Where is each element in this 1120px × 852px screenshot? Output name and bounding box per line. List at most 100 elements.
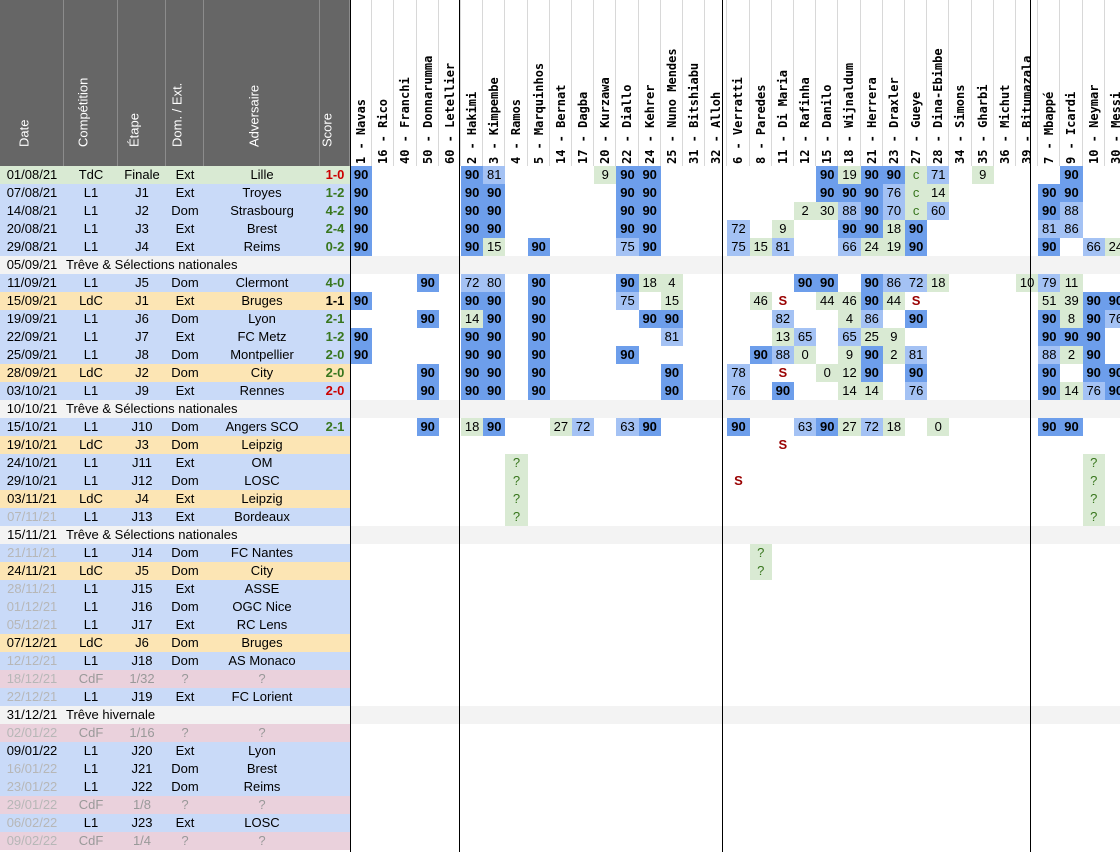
match-date[interactable]: 05/12/21	[0, 616, 64, 634]
player-header[interactable]: 50 - Donnarumma	[416, 0, 439, 166]
match-date[interactable]: 07/12/21	[0, 634, 64, 652]
match-opp[interactable]: ?	[204, 832, 320, 850]
player-header[interactable]: 36 - Michut	[993, 0, 1016, 166]
match-opp[interactable]: Montpellier	[204, 346, 320, 364]
player-header[interactable]: 17 - Dagba	[572, 0, 595, 166]
player-header[interactable]: 39 - Bitumazala	[1016, 0, 1039, 166]
player-header[interactable]: 25 - Nuno Mendes	[660, 0, 683, 166]
match-date[interactable]: 22/09/21	[0, 328, 64, 346]
match-date[interactable]: 03/11/21	[0, 490, 64, 508]
match-opp[interactable]: Lille	[204, 166, 320, 184]
player-header[interactable]: 7 - Mbappé	[1038, 0, 1061, 166]
player-header[interactable]: 1 - Navas	[350, 0, 373, 166]
match-opp[interactable]: Reims	[204, 778, 320, 796]
column-header[interactable]: Étape	[118, 0, 166, 166]
player-header[interactable]: 9 - Icardi	[1060, 0, 1083, 166]
match-date[interactable]: 12/12/21	[0, 652, 64, 670]
match-opp[interactable]: AS Monaco	[204, 652, 320, 670]
match-opp[interactable]: City	[204, 364, 320, 382]
match-date[interactable]: 24/11/21	[0, 562, 64, 580]
match-opp[interactable]: Angers SCO	[204, 418, 320, 436]
player-header[interactable]: 28 - Dina-Ebimbe	[927, 0, 950, 166]
player-header[interactable]: 16 - Rico	[372, 0, 395, 166]
match-date[interactable]: 09/01/22	[0, 742, 64, 760]
match-opp[interactable]: Lyon	[204, 310, 320, 328]
match-date[interactable]: 01/08/21	[0, 166, 64, 184]
match-date[interactable]: 09/02/22	[0, 832, 64, 850]
player-header[interactable]: 31 - Bitshiabu	[683, 0, 706, 166]
player-header[interactable]: 14 - Bernat	[549, 0, 572, 166]
match-opp[interactable]: ?	[204, 670, 320, 688]
player-header[interactable]: 5 - Marquinhos	[527, 0, 550, 166]
player-header[interactable]: 27 - Gueye	[905, 0, 928, 166]
player-header[interactable]: 4 - Ramos	[505, 0, 528, 166]
match-opp[interactable]: Brest	[204, 760, 320, 778]
player-header[interactable]: 30 - Messi	[1104, 0, 1120, 166]
match-date[interactable]: 28/11/21	[0, 580, 64, 598]
player-header[interactable]: 21 - Herrera	[860, 0, 883, 166]
match-date[interactable]: 19/10/21	[0, 436, 64, 454]
match-date[interactable]: 02/01/22	[0, 724, 64, 742]
player-header[interactable]: 20 - Kurzawa	[594, 0, 617, 166]
player-header[interactable]: 60 - Letellier	[438, 0, 461, 166]
match-date[interactable]: 29/01/22	[0, 796, 64, 814]
match-date[interactable]: 03/10/21	[0, 382, 64, 400]
player-header[interactable]: 2 - Hakimi	[461, 0, 484, 166]
match-date[interactable]: 23/01/22	[0, 778, 64, 796]
match-date[interactable]: 15/10/21	[0, 418, 64, 436]
match-opp[interactable]: City	[204, 562, 320, 580]
match-date[interactable]: 01/12/21	[0, 598, 64, 616]
column-header[interactable]: Dom. / Ext.	[166, 0, 204, 166]
player-header[interactable]: 3 - Kimpembe	[483, 0, 506, 166]
match-opp[interactable]: ?	[204, 724, 320, 742]
column-header[interactable]: Compétition	[64, 0, 118, 166]
player-header[interactable]: 12 - Rafinha	[794, 0, 817, 166]
match-date[interactable]: 25/09/21	[0, 346, 64, 364]
match-opp[interactable]: Leipzig	[204, 436, 320, 454]
match-date[interactable]: 29/08/21	[0, 238, 64, 256]
match-opp[interactable]: OGC Nice	[204, 598, 320, 616]
match-opp[interactable]: LOSC	[204, 472, 320, 490]
player-header[interactable]: 18 - Wijnaldum	[838, 0, 861, 166]
player-header[interactable]: 34 - Simons	[949, 0, 972, 166]
player-header[interactable]: 24 - Kehrer	[638, 0, 661, 166]
player-header[interactable]: 23 - Draxler	[882, 0, 905, 166]
match-opp[interactable]: LOSC	[204, 814, 320, 832]
match-date[interactable]: 07/08/21	[0, 184, 64, 202]
match-opp[interactable]: Lyon	[204, 742, 320, 760]
match-opp[interactable]: Brest	[204, 220, 320, 238]
player-header[interactable]: 10 - Neymar	[1082, 0, 1105, 166]
match-opp[interactable]: Rennes	[204, 382, 320, 400]
match-opp[interactable]: Strasbourg	[204, 202, 320, 220]
match-date[interactable]: 11/09/21	[0, 274, 64, 292]
match-date[interactable]: 07/11/21	[0, 508, 64, 526]
player-header[interactable]: 40 - Franchi	[394, 0, 417, 166]
match-date[interactable]: 28/09/21	[0, 364, 64, 382]
match-opp[interactable]: Clermont	[204, 274, 320, 292]
match-date[interactable]: 20/08/21	[0, 220, 64, 238]
match-opp[interactable]: RC Lens	[204, 616, 320, 634]
match-opp[interactable]: Bordeaux	[204, 508, 320, 526]
match-date[interactable]: 18/12/21	[0, 670, 64, 688]
match-opp[interactable]: Reims	[204, 238, 320, 256]
column-header[interactable]: Score	[320, 0, 350, 166]
player-header[interactable]: 35 - Gharbi	[971, 0, 994, 166]
match-date[interactable]: 24/10/21	[0, 454, 64, 472]
player-header[interactable]: 32 - Alloh	[705, 0, 728, 166]
match-opp[interactable]: ASSE	[204, 580, 320, 598]
match-opp[interactable]: Bruges	[204, 634, 320, 652]
player-header[interactable]: 6 - Verratti	[727, 0, 750, 166]
match-date[interactable]: 21/11/21	[0, 544, 64, 562]
match-opp[interactable]: ?	[204, 796, 320, 814]
match-date[interactable]: 22/12/21	[0, 688, 64, 706]
match-opp[interactable]: OM	[204, 454, 320, 472]
match-opp[interactable]: Leipzig	[204, 490, 320, 508]
match-opp[interactable]: Troyes	[204, 184, 320, 202]
match-date[interactable]: 16/01/22	[0, 760, 64, 778]
column-header[interactable]: Adversaire	[204, 0, 320, 166]
player-header[interactable]: 15 - Danilo	[816, 0, 839, 166]
column-header[interactable]: Date	[0, 0, 64, 166]
match-date[interactable]: 29/10/21	[0, 472, 64, 490]
player-header[interactable]: 8 - Paredes	[749, 0, 772, 166]
player-header[interactable]: 22 - Diallo	[616, 0, 639, 166]
